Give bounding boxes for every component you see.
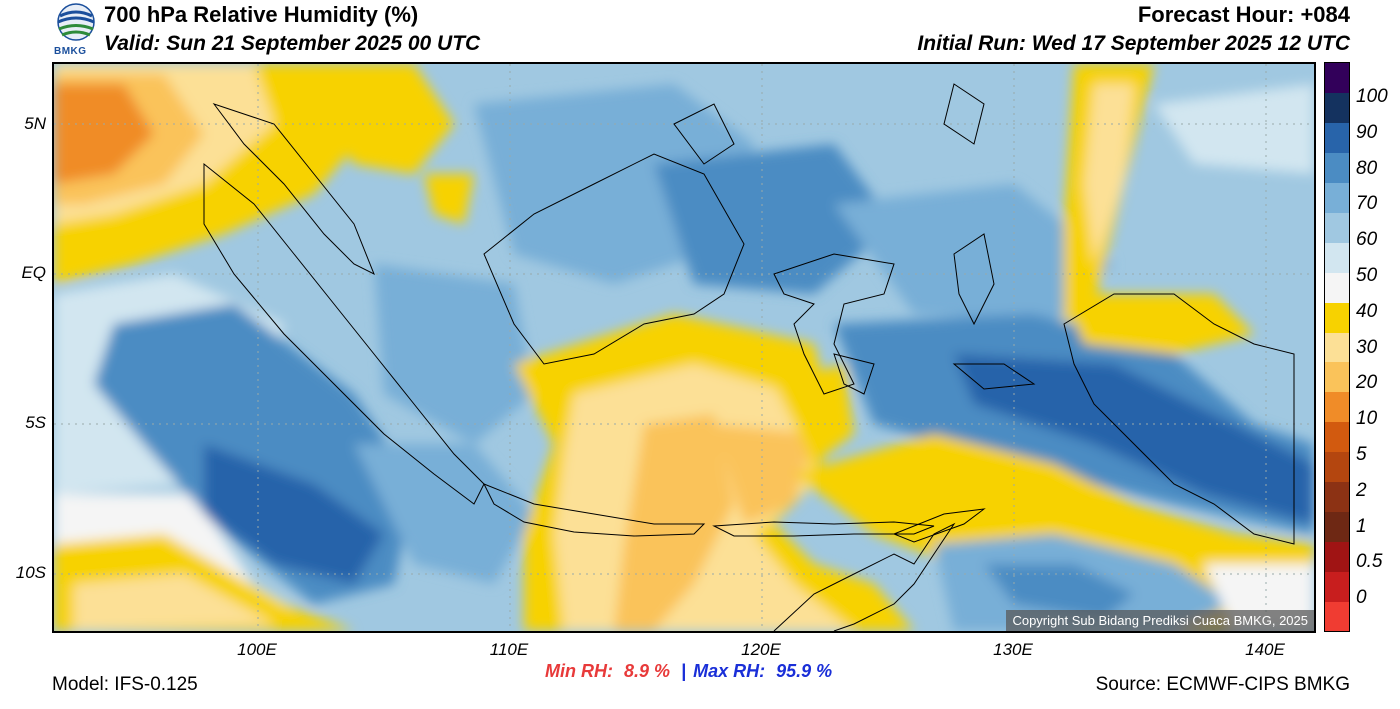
colorbar-label: 70	[1356, 193, 1378, 215]
lon-label-130e: 130E	[993, 640, 1033, 659]
colorbar-segment	[1325, 481, 1349, 512]
colorbar-segment	[1325, 601, 1349, 632]
max-rh-value: 95.9 %	[776, 661, 833, 681]
bmkg-logo-icon	[57, 3, 95, 41]
max-rh-label: Max RH:	[693, 661, 766, 681]
lat-label-10s: 10S	[15, 563, 46, 582]
humidity-contours	[54, 64, 1314, 631]
colorbar-label: 10	[1356, 408, 1378, 430]
humidity-field	[54, 64, 1314, 631]
copyright-notice: Copyright Sub Bidang Prediksi Cuaca BMKG…	[1006, 610, 1314, 631]
colorbar-segment	[1325, 182, 1349, 213]
chart-title: 700 hPa Relative Humidity (%)	[104, 2, 419, 27]
colorbar-label: 1	[1356, 515, 1367, 537]
logo-text: BMKG	[54, 46, 87, 57]
source-info: Source: ECMWF-CIPS BMKG	[1095, 674, 1350, 695]
rh-stats: Min RH: 8.9 % | Max RH: 95.9 %	[545, 661, 832, 682]
colorbar-label: 80	[1356, 157, 1378, 179]
colorbar-segment	[1325, 541, 1349, 572]
lon-label-120e: 120E	[741, 640, 781, 659]
colorbar	[1324, 62, 1350, 632]
colorbar-segment	[1325, 361, 1349, 393]
colorbar-label: 0.5	[1356, 551, 1383, 573]
colorbar-segment	[1325, 63, 1349, 94]
grid-lines	[54, 64, 1314, 631]
valid-time: Valid: Sun 21 September 2025 00 UTC	[104, 32, 481, 55]
colorbar-label: 30	[1356, 336, 1378, 358]
initial-run: Initial Run: Wed 17 September 2025 12 UT…	[917, 32, 1350, 55]
lat-label-5n: 5N	[24, 114, 46, 133]
colorbar-segment	[1325, 332, 1349, 363]
colorbar-label: 90	[1356, 121, 1378, 143]
lon-label-140e: 140E	[1245, 640, 1285, 659]
min-rh-label: Min RH:	[545, 661, 613, 681]
colorbar-segment	[1325, 421, 1349, 453]
colorbar-segment	[1325, 302, 1349, 333]
colorbar-label: 50	[1356, 265, 1378, 286]
colorbar-label: 60	[1356, 229, 1378, 251]
bmkg-logo: BMKG	[52, 2, 100, 60]
stats-separator: |	[681, 661, 687, 681]
lat-label-eq: EQ	[21, 263, 46, 282]
colorbar-segment	[1325, 152, 1349, 184]
colorbar-segment	[1325, 391, 1349, 423]
coastlines	[203, 83, 1295, 631]
forecast-hour: Forecast Hour: +084	[1137, 2, 1350, 27]
colorbar-segment	[1325, 242, 1349, 273]
colorbar-segment	[1325, 122, 1349, 154]
colorbar-label: 40	[1356, 300, 1378, 322]
colorbar-label: 5	[1356, 444, 1367, 465]
min-rh-value: 8.9 %	[624, 661, 671, 681]
model-info: Model: IFS-0.125	[52, 674, 198, 695]
colorbar-segment	[1325, 92, 1349, 124]
colorbar-segment	[1325, 272, 1349, 303]
colorbar-segment	[1325, 511, 1349, 542]
colorbar-label: 20	[1356, 372, 1378, 394]
colorbar-segment	[1325, 571, 1349, 602]
colorbar-label: 2	[1356, 479, 1367, 501]
colorbar-segment	[1325, 451, 1349, 483]
humidity-map: Copyright Sub Bidang Prediksi Cuaca BMKG…	[52, 62, 1316, 633]
colorbar-segment	[1325, 212, 1349, 243]
colorbar-label: 0	[1356, 587, 1367, 609]
lat-label-5s: 5S	[25, 413, 46, 432]
lon-label-110e: 110E	[489, 640, 529, 659]
colorbar-label: 100	[1356, 86, 1388, 107]
lon-label-100e: 100E	[237, 640, 277, 659]
